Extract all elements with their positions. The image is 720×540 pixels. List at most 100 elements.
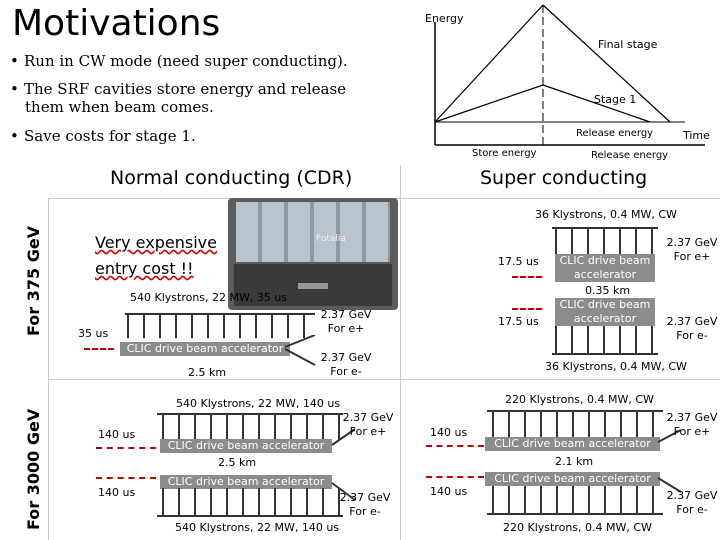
sc3000-eplus-label: 2.37 GeV For e+ [662, 411, 720, 439]
nc375-eplus-target: For e+ [327, 322, 365, 335]
bullet-cw-mode: • Run in CW mode (need super conducting). [10, 52, 365, 70]
nc375-klystron-array [125, 313, 315, 338]
sc375-accelerator-bottom: CLIC drive beam accelerator [555, 298, 655, 326]
nc3000-accelerator-bottom: CLIC drive beam accelerator [160, 475, 332, 489]
sc375-eminus-energy: 2.37 GeV [666, 315, 718, 328]
nc3000-klystrons-top: 540 Klystrons, 22 MW, 140 us [176, 397, 341, 410]
sc3000-pulse-bottom-label: 140 us [430, 485, 468, 498]
sc3000-klystron-array-top [487, 410, 663, 437]
nc3000-klystrons-bottom: 540 Klystrons, 22 MW, 140 us [175, 521, 340, 534]
release-energy-label-top: Release energy [576, 128, 654, 139]
nc3000-klystron-array-bottom [157, 488, 343, 517]
nc375-accelerator-bar: CLIC drive beam accelerator [120, 342, 290, 356]
nc3000-length: 2.5 km [218, 456, 257, 469]
sc375-klystron-array-top [552, 227, 658, 254]
nc3000-eplus-label: 2.37 GeV For e+ [338, 411, 398, 439]
money-bundles [236, 202, 390, 262]
sc375-pulse-bottom-label: 17.5 us [498, 315, 539, 328]
sc375-klystrons-bottom: 36 Klystrons, 0.4 MW, CW [545, 360, 687, 373]
sc375-eplus-target: For e+ [673, 250, 711, 263]
nc375-eplus-energy: 2.37 GeV [320, 308, 372, 321]
nc375-eminus-label: 2.37 GeV For e- [316, 351, 376, 379]
bullet-dot: • [10, 52, 19, 70]
nc3000-eminus-target: For e- [349, 505, 381, 518]
nc3000-eplus-target: For e+ [349, 425, 387, 438]
release-line-final [542, 4, 671, 123]
grid-line-center [400, 165, 401, 540]
sc3000-pulse-top-label: 140 us [430, 426, 468, 439]
sc3000-eminus-target: For e- [676, 503, 708, 516]
klystron-ticks [127, 314, 305, 338]
expensive-line1: Very expensive [95, 233, 217, 252]
sc3000-pulse-bottom-dash [426, 476, 484, 478]
sc375-eplus-label: 2.37 GeV For e+ [662, 236, 720, 264]
sc375-eplus-energy: 2.37 GeV [666, 236, 718, 249]
sc3000-pulse-top-dash [426, 445, 484, 447]
sc375-accel-bot-line1: CLIC drive beam [559, 298, 651, 311]
sc375-klystron-array-bottom [552, 326, 658, 355]
bullet-dot: • [10, 127, 19, 145]
nc3000-eminus-label: 2.37 GeV For e- [335, 491, 395, 519]
page-title: Motivations [12, 3, 221, 44]
nc375-length: 2.5 km [188, 366, 227, 379]
sc375-klystrons-top: 36 Klystrons, 0.4 MW, CW [535, 208, 677, 221]
sc3000-length: 2.1 km [555, 455, 594, 468]
bullet-save-costs: • Save costs for stage 1. [10, 127, 365, 145]
nc3000-pulse-bottom-label: 140 us [98, 486, 136, 499]
nc375-eminus-target: For e- [330, 365, 362, 378]
stage1-label: Stage 1 [594, 93, 637, 106]
nc375-split-arrows [284, 335, 316, 366]
expensive-note: Very expensive entry cost !! [95, 230, 217, 282]
final-stage-label: Final stage [598, 38, 658, 51]
briefcase-handle [298, 283, 328, 289]
row-header-3000: For 3000 GeV [24, 408, 43, 530]
sc375-eminus-target: For e- [676, 329, 708, 342]
nc3000-pulse-bottom-dash [96, 477, 156, 479]
nc3000-pulse-top-label: 140 us [98, 428, 136, 441]
column-header-normal: Normal conducting (CDR) [110, 167, 353, 189]
sc375-accelerator-top: CLIC drive beam accelerator [555, 254, 655, 282]
sc3000-klystrons-top: 220 Klystrons, 0.4 MW, CW [505, 393, 654, 406]
bullet-text: The SRF cavities store energy and releas… [24, 80, 347, 98]
sc375-accel-bot-line2: accelerator [573, 312, 637, 325]
sc3000-eminus-energy: 2.37 GeV [666, 489, 718, 502]
store-line-final [434, 4, 544, 123]
nc3000-eminus-energy: 2.37 GeV [339, 491, 391, 504]
column-header-super: Super conducting [480, 167, 648, 189]
nc3000-eplus-energy: 2.37 GeV [342, 411, 394, 424]
row-header-375: For 375 GeV [24, 225, 43, 336]
sc3000-accelerator-bottom: CLIC drive beam accelerator [485, 472, 660, 486]
sc3000-accelerator-top: CLIC drive beam accelerator [485, 437, 660, 451]
bullet-text: Run in CW mode (need super conducting). [24, 52, 348, 70]
nc375-eplus-label: 2.37 GeV For e+ [316, 308, 376, 336]
sc375-length: 0.35 km [585, 284, 631, 297]
nc3000-split-arrows [331, 428, 356, 501]
sc375-pulse-top-dash [512, 276, 542, 278]
bullet-text-cont: them when beam comes. [25, 98, 214, 116]
nc375-klystrons: 540 Klystrons, 22 MW, 35 us [130, 291, 288, 304]
sc3000-klystrons-bottom: 220 Klystrons, 0.4 MW, CW [503, 521, 652, 534]
sc3000-eplus-energy: 2.37 GeV [666, 411, 718, 424]
nc3000-klystron-array-top [157, 413, 343, 440]
grid-line-left [48, 198, 49, 540]
energy-diagram [434, 4, 705, 146]
nc375-pulse-label: 35 us [78, 327, 109, 340]
release-line-stage1 [542, 84, 651, 123]
store-line-stage1 [434, 84, 544, 123]
sc3000-split-arrows [657, 429, 682, 493]
sc3000-eminus-label: 2.37 GeV For e- [662, 489, 720, 517]
grid-line-middle [48, 379, 720, 380]
nc375-pulse-dash [84, 348, 114, 350]
sc375-eminus-label: 2.37 GeV For e- [662, 315, 720, 343]
store-energy-label: Store energy [472, 148, 537, 159]
time-label: Time [683, 129, 710, 142]
sc3000-eplus-target: For e+ [673, 425, 711, 438]
energy-label: Energy [425, 12, 464, 25]
expensive-line2: entry cost !! [95, 259, 194, 278]
bullet-srf-cavities: • The SRF cavities store energy and relea… [10, 80, 365, 116]
money-briefcase-image: Fotalia [228, 198, 398, 310]
nc3000-accelerator-top: CLIC drive beam accelerator [160, 439, 332, 453]
sc375-pulse-top-label: 17.5 us [498, 255, 539, 268]
sc3000-klystron-array-bottom [487, 486, 663, 515]
photo-watermark: Fotalia [316, 234, 346, 244]
